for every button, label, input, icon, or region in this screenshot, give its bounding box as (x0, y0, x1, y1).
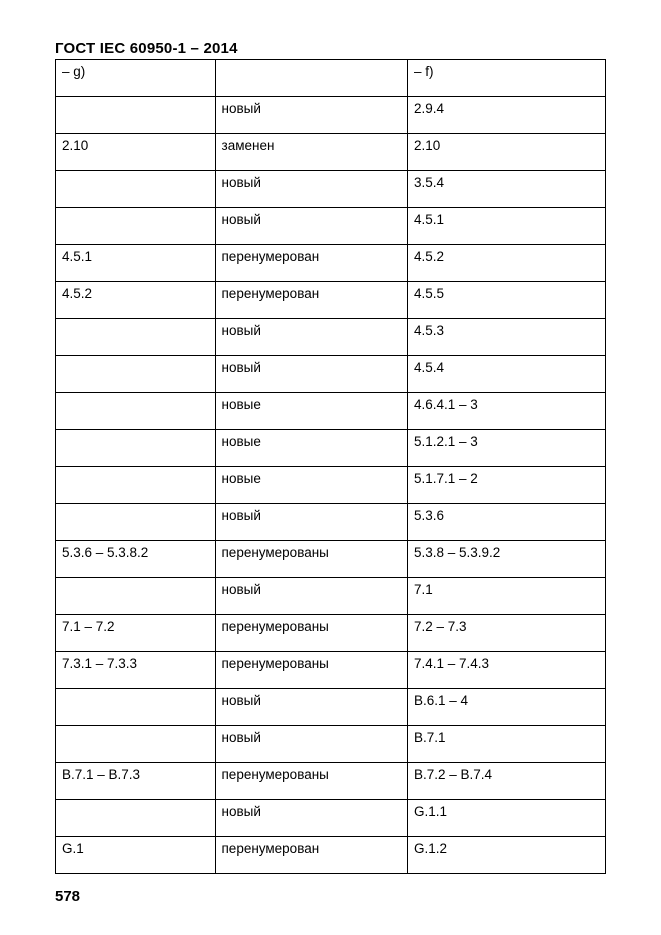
table-cell: новый (215, 504, 408, 541)
table-cell (56, 467, 216, 504)
correspondence-table: – g)– f)новый2.9.42.10заменен2.10новый3.… (55, 59, 606, 874)
table-cell (56, 97, 216, 134)
table-cell (215, 60, 408, 97)
table-cell: новые (215, 467, 408, 504)
table-row: 4.5.2перенумерован4.5.5 (56, 282, 606, 319)
table-cell: 4.5.3 (408, 319, 606, 356)
table-cell: 2.9.4 (408, 97, 606, 134)
table-cell: 2.10 (56, 134, 216, 171)
page-number: 578 (55, 888, 80, 905)
table-cell: новый (215, 97, 408, 134)
table-cell: 4.5.5 (408, 282, 606, 319)
table-cell: 4.5.1 (408, 208, 606, 245)
table-cell: новые (215, 393, 408, 430)
table-cell (56, 578, 216, 615)
table-cell: 5.1.2.1 – 3 (408, 430, 606, 467)
table-cell: G.1.2 (408, 837, 606, 874)
table-cell: G.1.1 (408, 800, 606, 837)
table-cell: 4.5.2 (408, 245, 606, 282)
table-row: 7.3.1 – 7.3.3перенумерованы7.4.1 – 7.4.3 (56, 652, 606, 689)
table-cell: 5.3.8 – 5.3.9.2 (408, 541, 606, 578)
table-cell: B.7.1 – B.7.3 (56, 763, 216, 800)
table-row: новые4.6.4.1 – 3 (56, 393, 606, 430)
table-row: новый4.5.3 (56, 319, 606, 356)
table-cell: новый (215, 356, 408, 393)
table-cell (56, 726, 216, 763)
table-cell: – g) (56, 60, 216, 97)
table-cell (56, 800, 216, 837)
table-cell: перенумерован (215, 282, 408, 319)
table-cell: 7.2 – 7.3 (408, 615, 606, 652)
table-cell: новый (215, 726, 408, 763)
table-row: новыйB.6.1 – 4 (56, 689, 606, 726)
table-row: 7.1 – 7.2перенумерованы7.2 – 7.3 (56, 615, 606, 652)
table-cell: перенумерован (215, 837, 408, 874)
table-cell: новый (215, 208, 408, 245)
table-cell: 2.10 (408, 134, 606, 171)
table-cell: новые (215, 430, 408, 467)
table-cell: новый (215, 319, 408, 356)
table-cell: 5.3.6 – 5.3.8.2 (56, 541, 216, 578)
table-cell: перенумерован (215, 245, 408, 282)
table-row: 5.3.6 – 5.3.8.2перенумерованы5.3.8 – 5.3… (56, 541, 606, 578)
table-cell: перенумерованы (215, 763, 408, 800)
table-cell: 4.5.1 (56, 245, 216, 282)
table-cell (56, 504, 216, 541)
table-row: новыйG.1.1 (56, 800, 606, 837)
table-row: новый3.5.4 (56, 171, 606, 208)
table-cell (56, 430, 216, 467)
table-cell: G.1 (56, 837, 216, 874)
table-cell (56, 208, 216, 245)
table-cell (56, 393, 216, 430)
table-cell: 3.5.4 (408, 171, 606, 208)
table-cell: 5.3.6 (408, 504, 606, 541)
table-cell: B.7.1 (408, 726, 606, 763)
table-row: – g) – f) (56, 60, 606, 97)
table-cell: – f) (408, 60, 606, 97)
table-row: 2.10заменен2.10 (56, 134, 606, 171)
table-cell: 5.1.7.1 – 2 (408, 467, 606, 504)
table-cell: 7.1 – 7.2 (56, 615, 216, 652)
table-row: G.1перенумерованG.1.2 (56, 837, 606, 874)
table-cell: новый (215, 171, 408, 208)
table-cell (56, 171, 216, 208)
table-cell: перенумерованы (215, 652, 408, 689)
table-row: новый2.9.4 (56, 97, 606, 134)
table-row: новые5.1.2.1 – 3 (56, 430, 606, 467)
document-page: ГОСТ IEC 60950-1 – 2014 – g)– f)новый2.9… (0, 0, 661, 935)
table-row: новый4.5.1 (56, 208, 606, 245)
table-cell: 7.3.1 – 7.3.3 (56, 652, 216, 689)
table-row: новый5.3.6 (56, 504, 606, 541)
table-cell: новый (215, 800, 408, 837)
page-header: ГОСТ IEC 60950-1 – 2014 (55, 40, 606, 57)
table-cell: 4.5.2 (56, 282, 216, 319)
table-cell: B.6.1 – 4 (408, 689, 606, 726)
table-row: новыйB.7.1 (56, 726, 606, 763)
table-cell: новый (215, 578, 408, 615)
table-row: новый7.1 (56, 578, 606, 615)
table-cell: перенумерованы (215, 615, 408, 652)
table-cell: заменен (215, 134, 408, 171)
table-row: B.7.1 – B.7.3перенумерованыB.7.2 – B.7.4 (56, 763, 606, 800)
table-cell: 4.6.4.1 – 3 (408, 393, 606, 430)
table-row: 4.5.1перенумерован4.5.2 (56, 245, 606, 282)
table-cell: новый (215, 689, 408, 726)
table-cell: 4.5.4 (408, 356, 606, 393)
table-cell: 7.1 (408, 578, 606, 615)
table-cell (56, 689, 216, 726)
table-cell (56, 356, 216, 393)
table-row: новый4.5.4 (56, 356, 606, 393)
table-cell (56, 319, 216, 356)
table-cell: 7.4.1 – 7.4.3 (408, 652, 606, 689)
table-cell: B.7.2 – B.7.4 (408, 763, 606, 800)
table-cell: перенумерованы (215, 541, 408, 578)
table-row: новые5.1.7.1 – 2 (56, 467, 606, 504)
